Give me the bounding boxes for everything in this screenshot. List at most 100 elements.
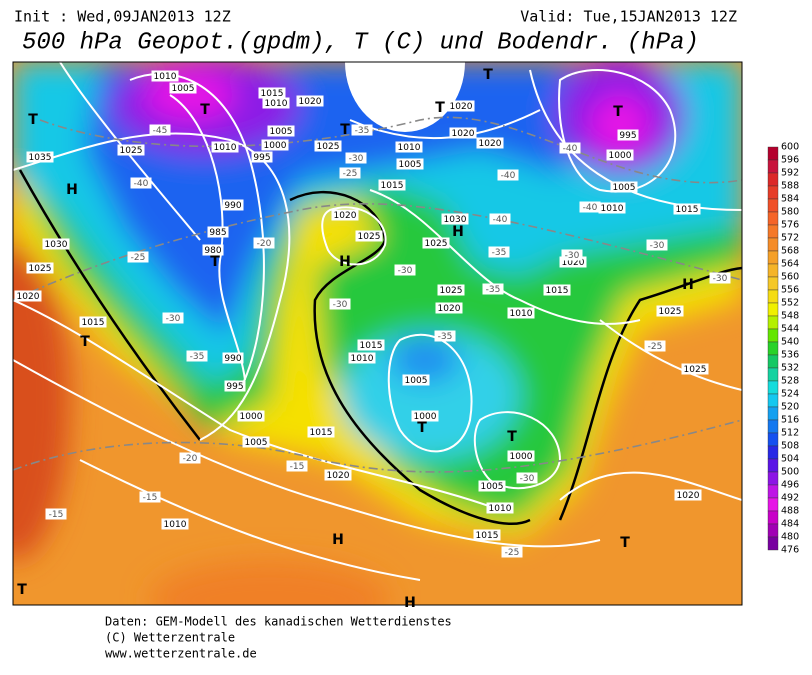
isotherm-label-box (489, 213, 511, 225)
isotherm-label-box (186, 350, 208, 362)
isobar-label-box (396, 158, 424, 170)
colorbar-swatch (767, 536, 779, 551)
isobar-label: 1020 (17, 292, 40, 302)
colorbar-swatch (767, 211, 779, 226)
colorbar-label: 560 (781, 272, 799, 283)
isobar-label: 1005 (481, 482, 504, 492)
isotherm-label-box (253, 237, 275, 249)
isobar-label: 1010 (601, 204, 624, 214)
isotherm-label: -30 (650, 241, 665, 251)
colorbar-swatch (767, 328, 779, 343)
colorbar-label: 596 (781, 155, 799, 166)
colorbar-swatch (767, 224, 779, 239)
isobar-label: 1000 (510, 452, 533, 462)
isotherm-label-box (339, 167, 361, 179)
isobar-label-box (673, 203, 701, 215)
colorbar-label: 552 (781, 298, 799, 309)
colorbar-label: 520 (781, 402, 799, 413)
isobar-label: 1010 (510, 309, 533, 319)
isobar-label: 1000 (240, 412, 263, 422)
isobar-label: 1025 (684, 365, 707, 375)
isobar-label: 1020 (677, 491, 700, 501)
isotherm-label-box (561, 249, 583, 261)
isotherm-label-box (579, 201, 601, 213)
isobar-label: 1015 (360, 341, 383, 351)
pressure-center: T (17, 582, 27, 598)
colorbar-label: 600 (781, 142, 799, 153)
pressure-center: H (66, 182, 78, 198)
isobar-label-box (211, 141, 239, 153)
footer-line: www.wetterzentrale.de (105, 647, 257, 661)
isobar-label-box (378, 179, 406, 191)
isotherm-label: -35 (190, 352, 205, 362)
colorbar-label: 480 (781, 532, 799, 543)
isobar-label-box (559, 256, 587, 268)
colorbar-label: 524 (781, 389, 799, 400)
footer-line: Daten: GEM-Modell des kanadischen Wetter… (105, 615, 452, 629)
isobar-label: 1010 (154, 72, 177, 82)
isotherm-label: -40 (583, 203, 598, 213)
isobar-label: 1020 (450, 102, 473, 112)
isotherm-label: -30 (349, 154, 364, 164)
isobar-label-box (435, 302, 463, 314)
colorbar-swatch (767, 263, 779, 278)
isobar-label: 990 (224, 354, 241, 364)
isobar-label: 1025 (317, 142, 340, 152)
isobar-label: 1025 (659, 307, 682, 317)
isotherm-label-box (149, 124, 171, 136)
pressure-center: T (483, 67, 493, 83)
isotherm-label-box (516, 472, 538, 484)
isotherm-label-box (329, 298, 351, 310)
isobar-label-box (14, 290, 42, 302)
isobar-label-box (507, 450, 535, 462)
isobar-label-box (331, 209, 359, 221)
isobar-label: 1015 (676, 205, 699, 215)
isobar-label-box (486, 502, 514, 514)
isotherm-label: -40 (501, 171, 516, 181)
isobar-label: 995 (253, 153, 270, 163)
isobar-label-box (42, 238, 70, 250)
colorbar-label: 504 (781, 454, 799, 465)
isotherm-label-box (394, 264, 416, 276)
isobar-label: 1010 (265, 99, 288, 109)
map-frame (12, 61, 743, 606)
isobar-label: 1010 (214, 143, 237, 153)
colorbar-swatch (767, 172, 779, 187)
isotherm-label: -40 (134, 179, 149, 189)
isotherm-label-box (646, 239, 668, 251)
colorbar-swatch (767, 380, 779, 395)
isobar-label: 1015 (476, 531, 499, 541)
colorbar-label: 544 (781, 324, 799, 335)
isobar-label-box (26, 262, 54, 274)
isobar-label: 1000 (264, 141, 287, 151)
isobar-label: 1005 (245, 438, 268, 448)
isobar-label: 1025 (29, 264, 52, 274)
isobar-label-box (79, 316, 107, 328)
isobar-label: 1010 (164, 520, 187, 530)
pressure-center: T (507, 429, 517, 445)
colorbar-label: 580 (781, 207, 799, 218)
isobar-label: 1015 (310, 428, 333, 438)
isobar-label-box (437, 284, 465, 296)
isobar-label: 1035 (29, 153, 52, 163)
isobar-label: 1005 (172, 84, 195, 94)
isobar-label: 1020 (479, 139, 502, 149)
isobar-label-box (355, 230, 383, 242)
isobar-label-box (261, 139, 289, 151)
isobar-label-box (357, 339, 385, 351)
colorbar-swatch (767, 406, 779, 421)
isotherm-label-box (45, 508, 67, 520)
isotherm-label: -35 (355, 126, 370, 136)
isobar-label: 1020 (334, 211, 357, 221)
isotherm-label-box (139, 491, 161, 503)
isotherm-label: -25 (505, 548, 520, 558)
map-title: 500 hPa Geopot.(gpdm), T (C) und Bodendr… (22, 29, 699, 56)
pressure-center: T (200, 102, 210, 118)
isobar-label: 1005 (613, 183, 636, 193)
isotherm-label-box (559, 142, 581, 154)
pressure-center: H (332, 532, 344, 548)
isobar-label-box (681, 363, 709, 375)
colorbar-swatch (767, 185, 779, 200)
isobar-label-box (237, 410, 265, 422)
isotherm-label: -40 (563, 144, 578, 154)
